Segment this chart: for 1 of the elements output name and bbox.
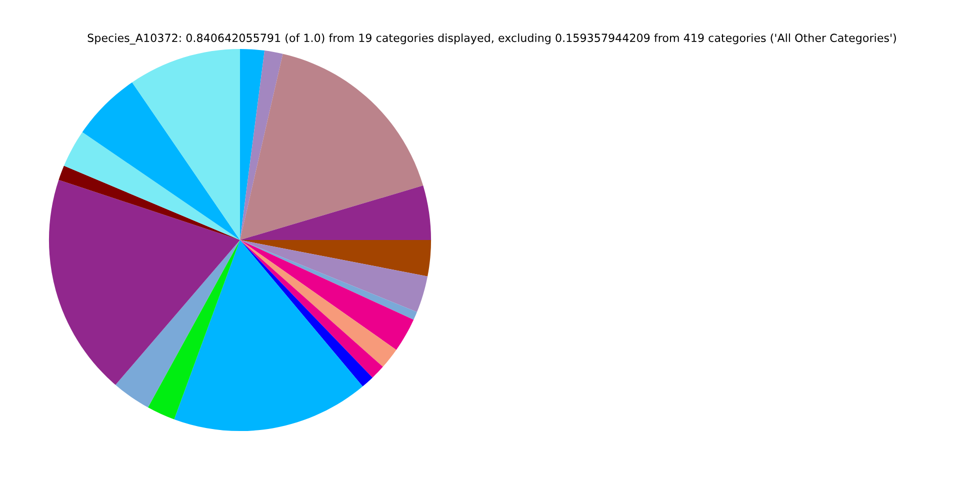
text: Species_A10372: 0.840642055791 (of 1.0) from 19 categories displayed, excluding 0.159357944209 from 419 categories ('All Other Categories') xyxy=(88,33,896,45)
